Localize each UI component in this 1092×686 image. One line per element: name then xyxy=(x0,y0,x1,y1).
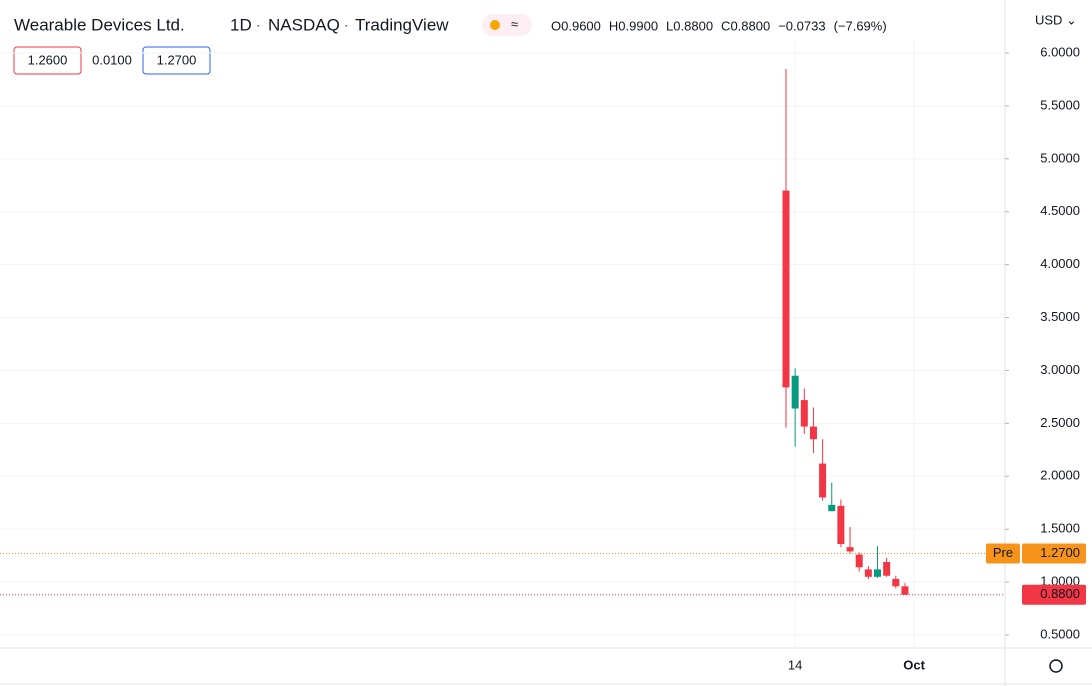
interval: 1D xyxy=(230,15,252,34)
ohlc-l-label: L xyxy=(666,18,673,33)
candle-body xyxy=(901,586,909,595)
source: TradingView xyxy=(355,15,449,34)
candle-body xyxy=(809,426,817,440)
candle-body xyxy=(800,400,808,427)
candle-body xyxy=(791,375,799,409)
wave-icon: ≈ xyxy=(511,16,518,31)
y-tick-label: 4.5000 xyxy=(1040,203,1080,218)
session-badge[interactable] xyxy=(482,14,532,36)
candle-body xyxy=(855,554,863,568)
spread: 0.0100 xyxy=(92,52,132,67)
ohlc-c: 0.8800 xyxy=(730,18,770,33)
y-tick-label: 2.0000 xyxy=(1040,468,1080,483)
candle-body xyxy=(782,190,790,388)
y-tick-label: 0.5000 xyxy=(1040,626,1080,641)
y-tick-label: 3.0000 xyxy=(1040,362,1080,377)
ohlc-h: 0.9900 xyxy=(618,18,658,33)
x-tick-label: 14 xyxy=(788,657,802,672)
pre-market-label-box xyxy=(1022,543,1086,564)
ohlc-change: −0.0733 xyxy=(778,18,825,33)
y-tick-label: 3.5000 xyxy=(1040,309,1080,324)
x-tick-label: Oct xyxy=(903,657,925,672)
separator: · xyxy=(344,17,348,32)
currency-dropdown[interactable]: ⌄ xyxy=(1066,12,1077,27)
ohlc-o-label: O xyxy=(551,18,561,33)
y-tick-label: 4.0000 xyxy=(1040,256,1080,271)
pre-market-tag xyxy=(986,543,1020,564)
ohlc-l: 0.8800 xyxy=(673,18,713,33)
candle-body xyxy=(864,569,872,577)
y-tick-label: 5.0000 xyxy=(1040,150,1080,165)
candle-body xyxy=(883,561,891,576)
pre-market-label: 1.2700 xyxy=(1040,545,1080,560)
ohlc-c-label: C xyxy=(721,18,730,33)
last-price-label: 0.8800 xyxy=(1040,586,1080,601)
sun-icon xyxy=(490,20,500,30)
candle-body xyxy=(846,547,854,552)
y-tick-label: 5.5000 xyxy=(1040,97,1080,112)
ohlc-change-pct: (−7.69%) xyxy=(834,18,887,33)
currency[interactable]: USD xyxy=(1035,12,1062,27)
y-tick-label: 1.5000 xyxy=(1040,521,1080,536)
buy-price[interactable]: 1.2700 xyxy=(157,52,197,67)
last-price-label-box xyxy=(1022,584,1086,605)
ohlc-legend: O 0.9600 H 0.9900 L 0.8800 C 0.8800 −0.0733 (−7.6… xyxy=(551,18,887,33)
separator: · xyxy=(256,17,260,32)
candle-body xyxy=(828,504,836,512)
y-tick-label: 6.0000 xyxy=(1040,44,1080,59)
y-tick-label: 2.5000 xyxy=(1040,415,1080,430)
candle-body xyxy=(874,569,881,577)
y-tick-label: 1.0000 xyxy=(1040,574,1080,589)
symbol-title: Wearable Devices Ltd. xyxy=(14,15,185,34)
pre-market-name: Pre xyxy=(993,545,1013,560)
sell-price[interactable]: 1.2600 xyxy=(28,52,68,67)
ohlc-o: 0.9600 xyxy=(561,18,601,33)
settings-icon[interactable] xyxy=(1049,659,1063,673)
candle-body xyxy=(837,505,845,544)
candle-body xyxy=(819,463,827,498)
candle-body xyxy=(892,578,900,587)
exchange: NASDAQ xyxy=(268,15,340,34)
buy-button[interactable] xyxy=(142,46,211,75)
ohlc-h-label: H xyxy=(609,18,618,33)
sell-button[interactable] xyxy=(13,46,82,75)
